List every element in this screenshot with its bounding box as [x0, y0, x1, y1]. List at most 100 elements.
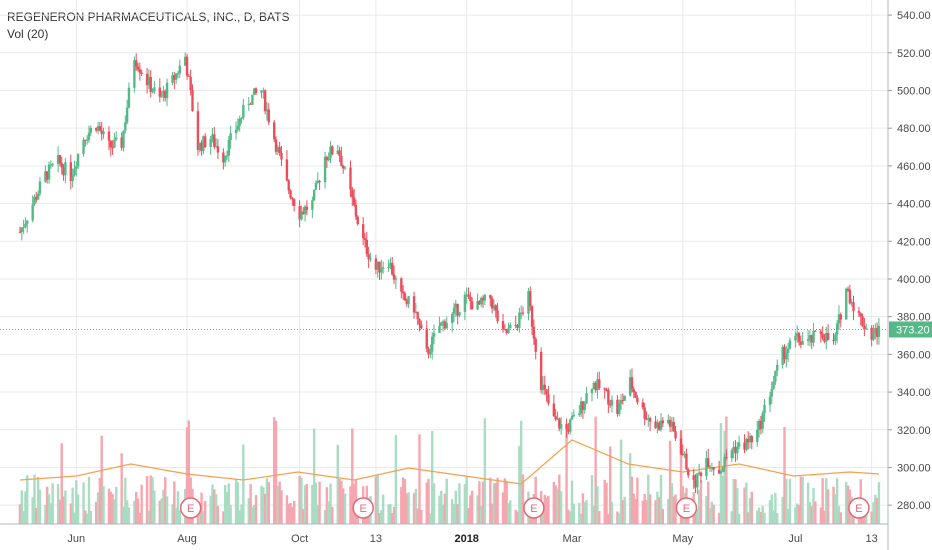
- candle-body: [596, 379, 599, 391]
- candle-body: [490, 298, 494, 309]
- volume-bar: [768, 500, 772, 524]
- candle-body: [238, 118, 241, 126]
- candle-body: [788, 340, 792, 349]
- volume-moving-average: [19, 439, 879, 485]
- candle-body: [527, 291, 530, 314]
- volume-bar: [316, 505, 319, 524]
- time-axis: Jun Aug Oct 13 2018 Mar May Jul 13: [0, 523, 888, 545]
- candle-body: [113, 139, 116, 148]
- volume-bar: [60, 443, 63, 524]
- volume-bar: [164, 477, 167, 524]
- candle-body: [861, 316, 864, 327]
- candle-body: [801, 340, 804, 345]
- candle-body: [234, 129, 238, 134]
- grid-lines: [0, 0, 888, 524]
- volume-bar: [289, 502, 292, 524]
- candle-body: [737, 442, 741, 447]
- volume-bar: [797, 505, 801, 524]
- volume-bar: [138, 512, 142, 524]
- candle-body: [834, 334, 837, 342]
- volume-bar: [416, 508, 419, 524]
- candle-body: [31, 204, 34, 221]
- volume-bar: [810, 506, 813, 524]
- volume-bar: [209, 495, 212, 524]
- candle-body: [314, 182, 318, 190]
- price-tick-label: 440.00: [897, 199, 931, 211]
- candle-body: [605, 389, 608, 391]
- volume-bar: [403, 479, 407, 524]
- candle-body: [327, 158, 330, 161]
- candle-body: [509, 324, 512, 329]
- candle-body: [20, 227, 23, 232]
- volume-bar: [174, 507, 178, 524]
- candle-body: [480, 297, 483, 305]
- volume-bar: [552, 481, 556, 524]
- volume-bar: [608, 446, 612, 524]
- volume-bar: [870, 511, 873, 524]
- candle-body: [630, 377, 634, 390]
- candle-body: [539, 351, 543, 391]
- volume-bar: [672, 496, 675, 524]
- volume-bar: [730, 511, 734, 524]
- candle-body: [44, 171, 47, 182]
- volume-bar: [69, 503, 73, 524]
- volume-bar: [49, 503, 53, 524]
- candle-body: [496, 310, 499, 322]
- volume-bar: [251, 506, 254, 524]
- volume-bar: [305, 483, 309, 524]
- candle-body: [26, 220, 29, 224]
- candle-body: [292, 199, 296, 206]
- candle-body: [839, 314, 842, 320]
- volume-bar: [699, 480, 703, 524]
- candle-body: [648, 418, 652, 422]
- volume-bar: [737, 513, 741, 524]
- candle-body: [401, 291, 405, 294]
- candle-body: [185, 56, 189, 76]
- earnings-marker-label: E: [187, 503, 194, 515]
- earnings-marker: [179, 497, 202, 519]
- volume-bar: [173, 481, 176, 524]
- candle-body: [774, 370, 777, 382]
- volume-bar: [318, 481, 321, 524]
- volume-bar: [134, 491, 138, 524]
- candle-body: [877, 325, 881, 337]
- volume-bar: [654, 500, 657, 524]
- candle-body: [806, 339, 810, 341]
- volume-bar: [757, 507, 761, 524]
- candle-body: [351, 189, 354, 198]
- candle-body: [342, 165, 345, 169]
- candle-body: [145, 73, 149, 86]
- candle-body: [608, 404, 612, 406]
- candle-body: [331, 146, 334, 155]
- volume-bar: [331, 506, 334, 524]
- candle-body: [352, 197, 356, 205]
- candle-body: [683, 453, 686, 455]
- candle-body: [705, 458, 708, 477]
- candle-body: [514, 324, 517, 326]
- volume-bar: [490, 503, 494, 524]
- volume-bar: [412, 493, 416, 524]
- volume-bar: [708, 508, 712, 524]
- volume-bar: [342, 488, 345, 524]
- volume-bar: [285, 495, 289, 524]
- volume-bar: [636, 477, 639, 524]
- volume-bar: [24, 491, 27, 524]
- candle-body: [120, 137, 123, 148]
- volume-bar: [712, 504, 715, 524]
- candle-body: [62, 167, 65, 176]
- candle-body: [107, 131, 111, 141]
- candle-body: [598, 379, 601, 389]
- volume-bar: [35, 507, 38, 524]
- candle-body: [736, 446, 739, 454]
- candle-body: [768, 396, 772, 405]
- volume-bar: [394, 434, 398, 524]
- volume-bar: [392, 506, 396, 524]
- volume-bar: [657, 497, 661, 524]
- volume-bar: [821, 478, 824, 524]
- volume-bar: [22, 510, 25, 524]
- candle-body: [783, 346, 786, 360]
- candle-body: [530, 305, 534, 327]
- candle-body: [685, 453, 688, 470]
